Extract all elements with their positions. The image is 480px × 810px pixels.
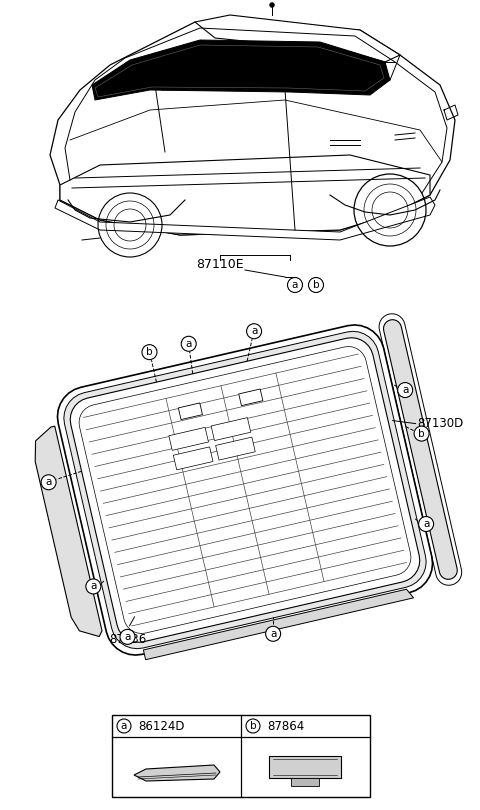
Circle shape [414, 426, 429, 441]
Text: b: b [418, 428, 425, 438]
Polygon shape [144, 589, 414, 659]
Polygon shape [35, 426, 102, 637]
Polygon shape [92, 40, 390, 100]
Polygon shape [58, 325, 432, 655]
Circle shape [86, 579, 101, 594]
Text: a: a [292, 280, 298, 290]
Text: 87864: 87864 [267, 719, 304, 732]
Circle shape [41, 475, 56, 490]
Text: 87136: 87136 [109, 633, 147, 646]
Polygon shape [64, 331, 426, 649]
Polygon shape [134, 765, 220, 781]
Polygon shape [216, 437, 255, 460]
Polygon shape [60, 155, 430, 235]
Circle shape [269, 2, 275, 7]
Polygon shape [179, 403, 203, 420]
Text: a: a [46, 477, 52, 488]
Polygon shape [50, 22, 455, 235]
Circle shape [288, 278, 302, 292]
Text: a: a [402, 385, 408, 395]
Text: 86124D: 86124D [138, 719, 184, 732]
Polygon shape [269, 756, 341, 778]
Polygon shape [55, 197, 435, 240]
Polygon shape [211, 418, 251, 441]
Polygon shape [79, 347, 411, 633]
Circle shape [265, 626, 281, 642]
Text: a: a [270, 629, 276, 639]
Circle shape [247, 324, 262, 339]
Text: b: b [250, 721, 256, 731]
Text: a: a [121, 721, 127, 731]
Text: 87110E: 87110E [196, 258, 244, 271]
Circle shape [397, 382, 413, 398]
Circle shape [120, 629, 135, 644]
Polygon shape [239, 389, 263, 406]
Circle shape [419, 517, 433, 531]
Polygon shape [291, 778, 319, 786]
Text: b: b [146, 347, 153, 357]
Circle shape [309, 278, 324, 292]
Text: a: a [251, 326, 257, 336]
Circle shape [181, 336, 196, 352]
Text: a: a [186, 339, 192, 349]
Text: 87130D: 87130D [418, 417, 464, 430]
Text: a: a [90, 582, 96, 591]
Polygon shape [379, 313, 462, 586]
Circle shape [117, 719, 131, 733]
Text: a: a [124, 632, 131, 642]
Polygon shape [70, 338, 420, 642]
Polygon shape [173, 447, 213, 470]
Circle shape [142, 344, 157, 360]
Text: b: b [312, 280, 319, 290]
Text: a: a [423, 519, 429, 529]
FancyBboxPatch shape [112, 715, 370, 797]
Polygon shape [195, 15, 400, 62]
Circle shape [246, 719, 260, 733]
Polygon shape [169, 428, 208, 450]
Polygon shape [384, 320, 457, 579]
